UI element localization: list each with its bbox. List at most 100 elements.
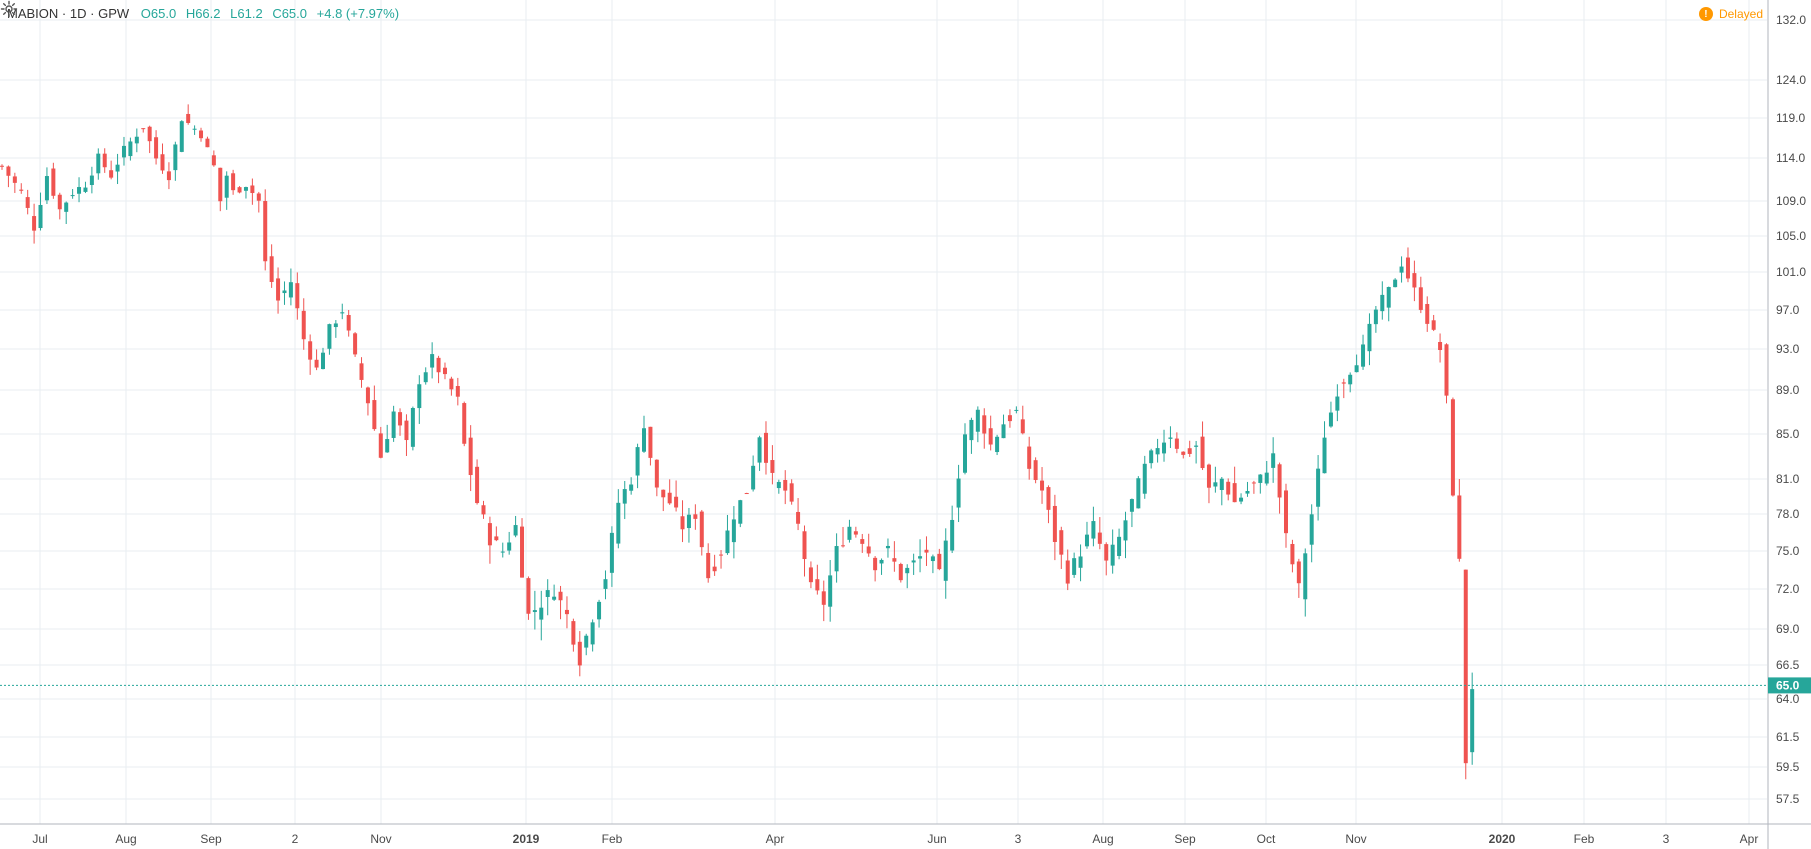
candle-body — [1078, 556, 1083, 568]
candle-body — [507, 542, 512, 551]
date-tick-label: Nov — [1345, 832, 1366, 846]
candle-body — [532, 610, 537, 613]
candle-body — [410, 408, 415, 447]
date-tick-label: Jun — [927, 832, 946, 846]
candle-body — [564, 609, 569, 615]
candle-body — [263, 201, 268, 262]
candle-body — [571, 621, 576, 645]
candle-body — [166, 171, 171, 181]
candle-body — [834, 546, 839, 572]
candle-body — [19, 189, 24, 191]
candle-body — [1271, 453, 1276, 468]
price-tick-label: 78.0 — [1776, 507, 1800, 521]
price-tick-label: 75.0 — [1776, 544, 1800, 558]
low-value: L61.2 — [230, 6, 263, 21]
candle-body — [288, 282, 293, 298]
candle-body — [321, 352, 325, 370]
candle-body — [860, 539, 865, 544]
candle-body — [1470, 689, 1475, 753]
candle-body — [269, 256, 274, 282]
candle-body — [475, 466, 480, 504]
price-tick-label: 89.0 — [1776, 383, 1800, 397]
candle-body — [154, 137, 159, 159]
candle-body — [231, 173, 236, 191]
candle-body — [905, 567, 910, 574]
candle-body — [699, 511, 704, 548]
date-tick-label: Apr — [766, 832, 785, 846]
price-tick-label: 72.0 — [1776, 582, 1800, 596]
candle-body — [1354, 365, 1359, 373]
date-tick-label: Oct — [1257, 832, 1276, 846]
legend-separator: · — [61, 6, 70, 21]
candle-body — [783, 480, 788, 491]
candle-body — [314, 359, 319, 368]
candle-body — [1007, 415, 1012, 422]
candle-body — [1117, 536, 1122, 556]
candle-body — [1194, 445, 1199, 447]
candle-body — [821, 591, 826, 605]
candle-body — [1431, 320, 1436, 330]
candle-body — [937, 553, 942, 570]
candle-body — [642, 428, 646, 452]
delayed-status[interactable]: ! Delayed — [1698, 7, 1763, 21]
candle-body — [1463, 569, 1468, 764]
candle-body — [1097, 532, 1102, 544]
candle-body — [1457, 495, 1462, 559]
candle-body — [353, 333, 358, 355]
candle-body — [1065, 560, 1070, 584]
candle-body — [1450, 399, 1455, 496]
candle-body — [32, 216, 37, 231]
candle-body — [866, 546, 871, 554]
candle-body — [1149, 450, 1154, 464]
candle-body — [378, 433, 383, 458]
price-tick-label: 109.0 — [1776, 194, 1806, 208]
candle-body — [404, 420, 409, 441]
candle-body — [950, 519, 955, 551]
candle-body — [308, 341, 313, 360]
candle-body — [1155, 448, 1160, 455]
price-tick-label: 66.5 — [1776, 658, 1800, 672]
candle-body — [70, 195, 75, 197]
candle-body — [1239, 497, 1244, 502]
candle-body — [667, 492, 672, 504]
candle-body — [558, 591, 563, 601]
date-tick-label: Aug — [115, 832, 136, 846]
candle-body — [186, 113, 191, 123]
delayed-label: Delayed — [1718, 7, 1763, 21]
candle-body — [1059, 530, 1064, 555]
date-tick-label: 2019 — [513, 832, 540, 846]
price-tick-label: 105.0 — [1776, 229, 1806, 243]
candle-body — [892, 558, 897, 562]
price-tick-label: 93.0 — [1776, 342, 1800, 356]
interval-label[interactable]: 1D — [69, 6, 87, 21]
candle-body — [365, 387, 370, 404]
symbol-name[interactable]: MABION — [7, 6, 59, 21]
candle-body — [661, 489, 666, 498]
candle-body — [12, 176, 17, 183]
candle-body — [333, 323, 338, 328]
candle-body — [1226, 481, 1231, 495]
price-tick-label: 69.0 — [1776, 622, 1800, 636]
candle-body — [898, 564, 903, 581]
candle-body — [417, 384, 422, 409]
candle-body — [179, 121, 184, 152]
candle-body — [327, 324, 332, 349]
candle-body — [789, 483, 794, 502]
candle-body — [969, 419, 974, 441]
candle-body — [160, 154, 165, 171]
candle-body — [526, 578, 531, 614]
candle-body — [597, 601, 602, 620]
candle-body — [1245, 490, 1250, 494]
candle-body — [44, 176, 49, 201]
candle-body — [712, 566, 717, 572]
candle-body — [346, 315, 351, 331]
candle-body — [295, 283, 300, 309]
date-tick-label: 2 — [292, 832, 299, 846]
candle-body — [1213, 482, 1218, 487]
candle-body — [89, 175, 94, 186]
candle-body — [372, 400, 377, 430]
price-tick-label: 124.0 — [1776, 73, 1806, 87]
gear-icon[interactable] — [0, 0, 18, 18]
